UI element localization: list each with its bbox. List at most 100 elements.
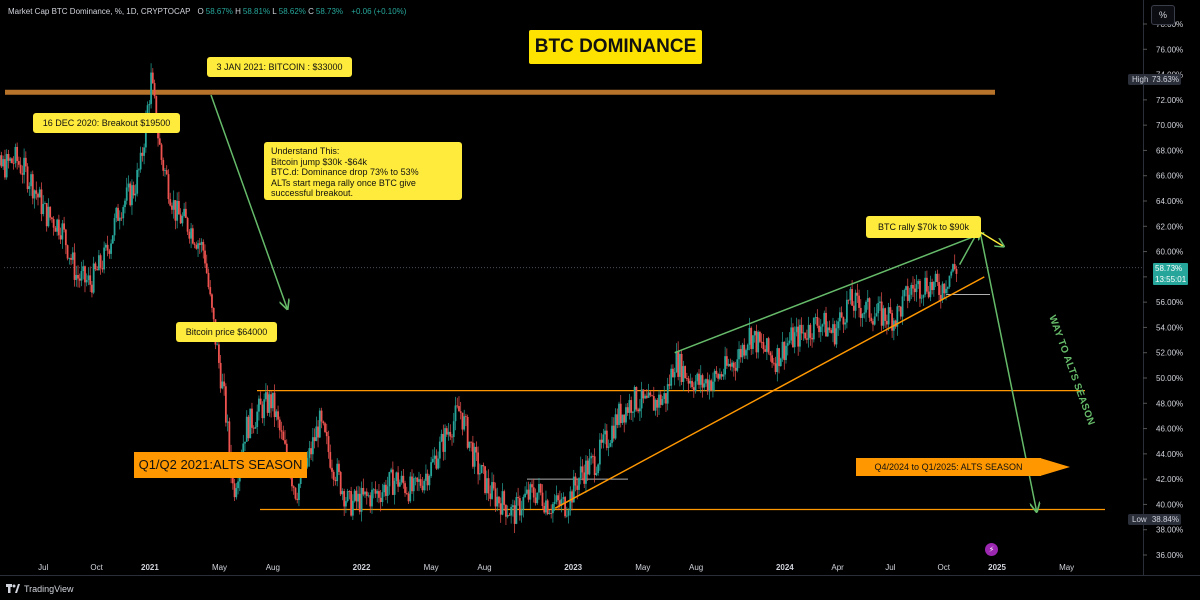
candle-body xyxy=(0,155,1,166)
candle-body xyxy=(560,498,563,506)
candle-body xyxy=(656,399,659,408)
candle-body xyxy=(552,504,554,514)
candle-body xyxy=(499,503,502,515)
candle-body xyxy=(891,313,894,331)
candle-body xyxy=(404,483,406,494)
candle-body xyxy=(532,487,535,498)
candle-body xyxy=(830,330,833,333)
candle-body xyxy=(633,386,636,412)
lightning-icon[interactable]: ⚡ xyxy=(985,543,998,556)
candle-body xyxy=(581,466,584,473)
candle-body xyxy=(743,344,746,356)
candle-body xyxy=(654,399,657,411)
candle-body xyxy=(550,513,553,514)
candle-body xyxy=(722,374,725,377)
y-tick-label: 52.00% xyxy=(1156,349,1183,358)
candle-body xyxy=(779,358,782,367)
candle-body xyxy=(216,344,219,346)
candle-body xyxy=(89,275,92,285)
candle-body xyxy=(772,362,775,364)
candle-body xyxy=(2,159,5,167)
candle-body xyxy=(357,493,359,502)
candle-body xyxy=(510,506,513,516)
candle-body xyxy=(717,374,720,379)
candle-body xyxy=(421,485,424,491)
candle-body xyxy=(245,416,248,442)
candle-body xyxy=(555,495,558,502)
candle-body xyxy=(482,465,485,467)
percent-scale-button[interactable]: % xyxy=(1151,5,1175,25)
x-tick-label: Jul xyxy=(885,563,895,572)
candle-body xyxy=(553,501,556,505)
candle-body xyxy=(771,355,773,363)
candle-body xyxy=(452,421,455,437)
candle-body xyxy=(449,431,452,437)
ohlc-close-value: 58.73% xyxy=(315,7,344,16)
candle-body xyxy=(913,288,916,293)
candle-body xyxy=(750,327,753,349)
candle-body xyxy=(141,152,144,156)
candle-body xyxy=(605,430,608,448)
x-tick-label: Oct xyxy=(937,563,950,572)
candle-body xyxy=(534,497,537,504)
candle-body xyxy=(508,514,511,516)
candle-body xyxy=(520,509,523,516)
candle-body xyxy=(917,280,920,285)
candle-body xyxy=(839,312,841,322)
candle-body xyxy=(898,306,900,308)
candle-body xyxy=(738,348,740,360)
candle-body xyxy=(515,497,518,524)
candle-body xyxy=(870,317,873,322)
candle-body xyxy=(887,307,890,325)
candle-body xyxy=(574,476,577,486)
candle-body xyxy=(228,421,231,453)
ohlc-low-key: L xyxy=(272,7,277,16)
candle-body xyxy=(336,463,339,482)
candle-body xyxy=(765,338,768,352)
candle-body xyxy=(506,514,509,517)
candle-body xyxy=(583,472,586,484)
candle-body xyxy=(171,205,173,210)
candle-body xyxy=(325,431,328,437)
candle-body xyxy=(593,456,596,476)
y-tick-label: 36.00% xyxy=(1156,551,1183,560)
candle-body xyxy=(282,431,285,441)
candle-body xyxy=(176,200,179,221)
candle-body xyxy=(411,476,413,492)
candle-body xyxy=(938,282,940,295)
candle-body xyxy=(465,416,467,418)
candle-body xyxy=(590,456,593,459)
candle-body xyxy=(713,370,716,382)
candle-body xyxy=(906,286,909,301)
candle-body xyxy=(903,290,906,297)
tradingview-logo: TradingView xyxy=(6,584,74,594)
y-tick-label: 66.00% xyxy=(1156,172,1183,181)
candle-body xyxy=(31,174,34,199)
candle-body xyxy=(934,273,937,282)
x-tick-label: Jul xyxy=(38,563,48,572)
candle-body xyxy=(388,472,391,487)
candle-body xyxy=(101,268,104,270)
candle-body xyxy=(70,257,72,260)
annotation-breakout: 16 DEC 2020: Breakout $19500 xyxy=(33,113,180,133)
candle-body xyxy=(104,244,107,248)
low-marker: Low 38.84% xyxy=(1128,514,1181,525)
candle-body xyxy=(809,324,812,338)
candle-body xyxy=(21,173,24,175)
candle-body xyxy=(607,446,610,448)
candle-body xyxy=(139,152,142,170)
candle-body xyxy=(94,263,97,270)
annotation-understand-line: ALTs start mega rally once BTC give xyxy=(271,177,416,188)
grid xyxy=(0,0,1200,576)
candle-body xyxy=(426,473,429,486)
candle-body xyxy=(814,317,817,318)
candle-body xyxy=(167,174,170,200)
candle-body xyxy=(91,284,93,293)
x-tick-label: 2023 xyxy=(564,563,582,572)
candle-body xyxy=(684,366,687,379)
candle-body xyxy=(261,404,264,419)
candle-body xyxy=(284,440,286,444)
candle-body xyxy=(819,326,822,333)
candle-body xyxy=(223,381,226,387)
